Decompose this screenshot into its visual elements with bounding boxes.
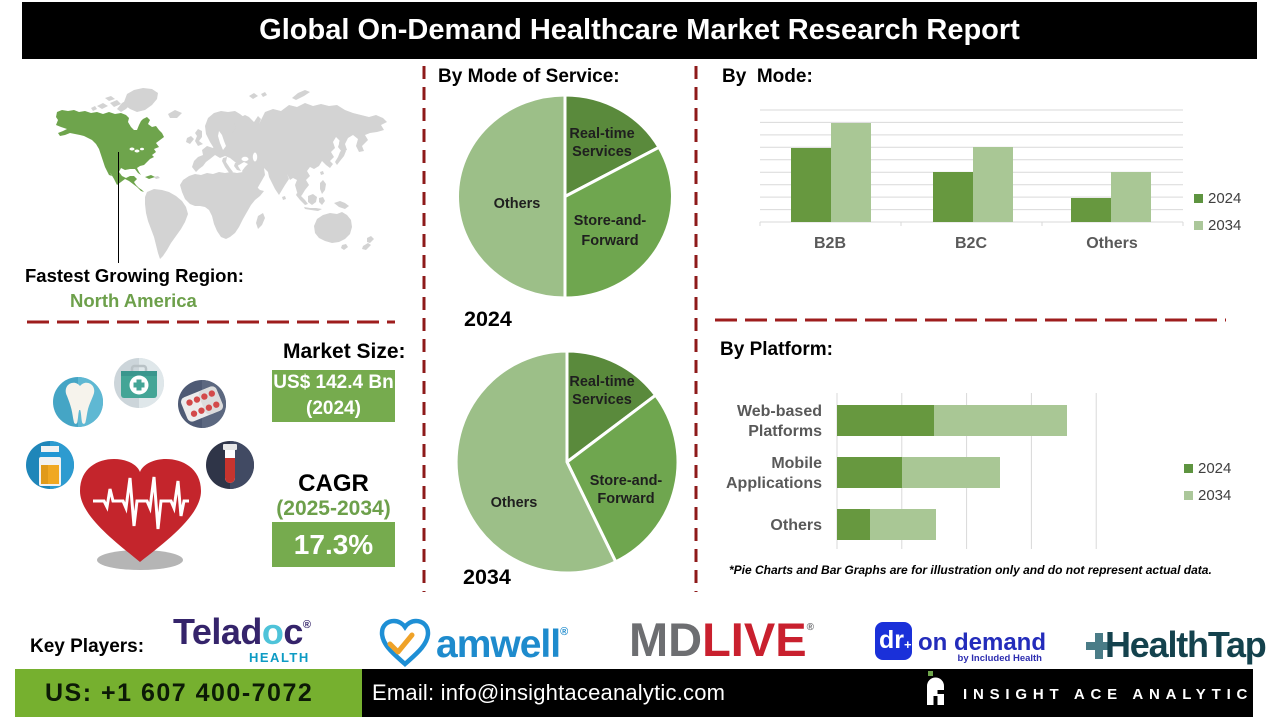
svg-text:Others: Others — [770, 517, 822, 534]
svg-text:Services: Services — [572, 392, 632, 408]
svg-text:Services: Services — [572, 144, 632, 160]
svg-text:Real-time: Real-time — [569, 126, 634, 142]
svg-text:Real-time: Real-time — [569, 374, 634, 390]
svg-text:Store-and-: Store-and- — [574, 213, 647, 229]
svg-text:Others: Others — [1086, 235, 1138, 252]
svg-text:Others: Others — [494, 196, 541, 212]
svg-text:Others: Others — [491, 495, 538, 511]
svg-text:2024: 2024 — [1208, 190, 1241, 207]
svg-text:B2B: B2B — [814, 235, 846, 252]
svg-text:2024: 2024 — [1198, 460, 1231, 477]
svg-text:2034: 2034 — [1208, 217, 1241, 234]
svg-text:Forward: Forward — [581, 233, 638, 249]
svg-text:Forward: Forward — [597, 491, 654, 507]
svg-text:Mobile: Mobile — [771, 455, 822, 472]
svg-text:Applications: Applications — [726, 475, 822, 492]
svg-text:Store-and-: Store-and- — [590, 473, 663, 489]
svg-text:Platforms: Platforms — [748, 423, 822, 440]
svg-text:Web-based: Web-based — [737, 403, 822, 420]
svg-text:2034: 2034 — [1198, 487, 1231, 504]
svg-text:B2C: B2C — [955, 235, 987, 252]
